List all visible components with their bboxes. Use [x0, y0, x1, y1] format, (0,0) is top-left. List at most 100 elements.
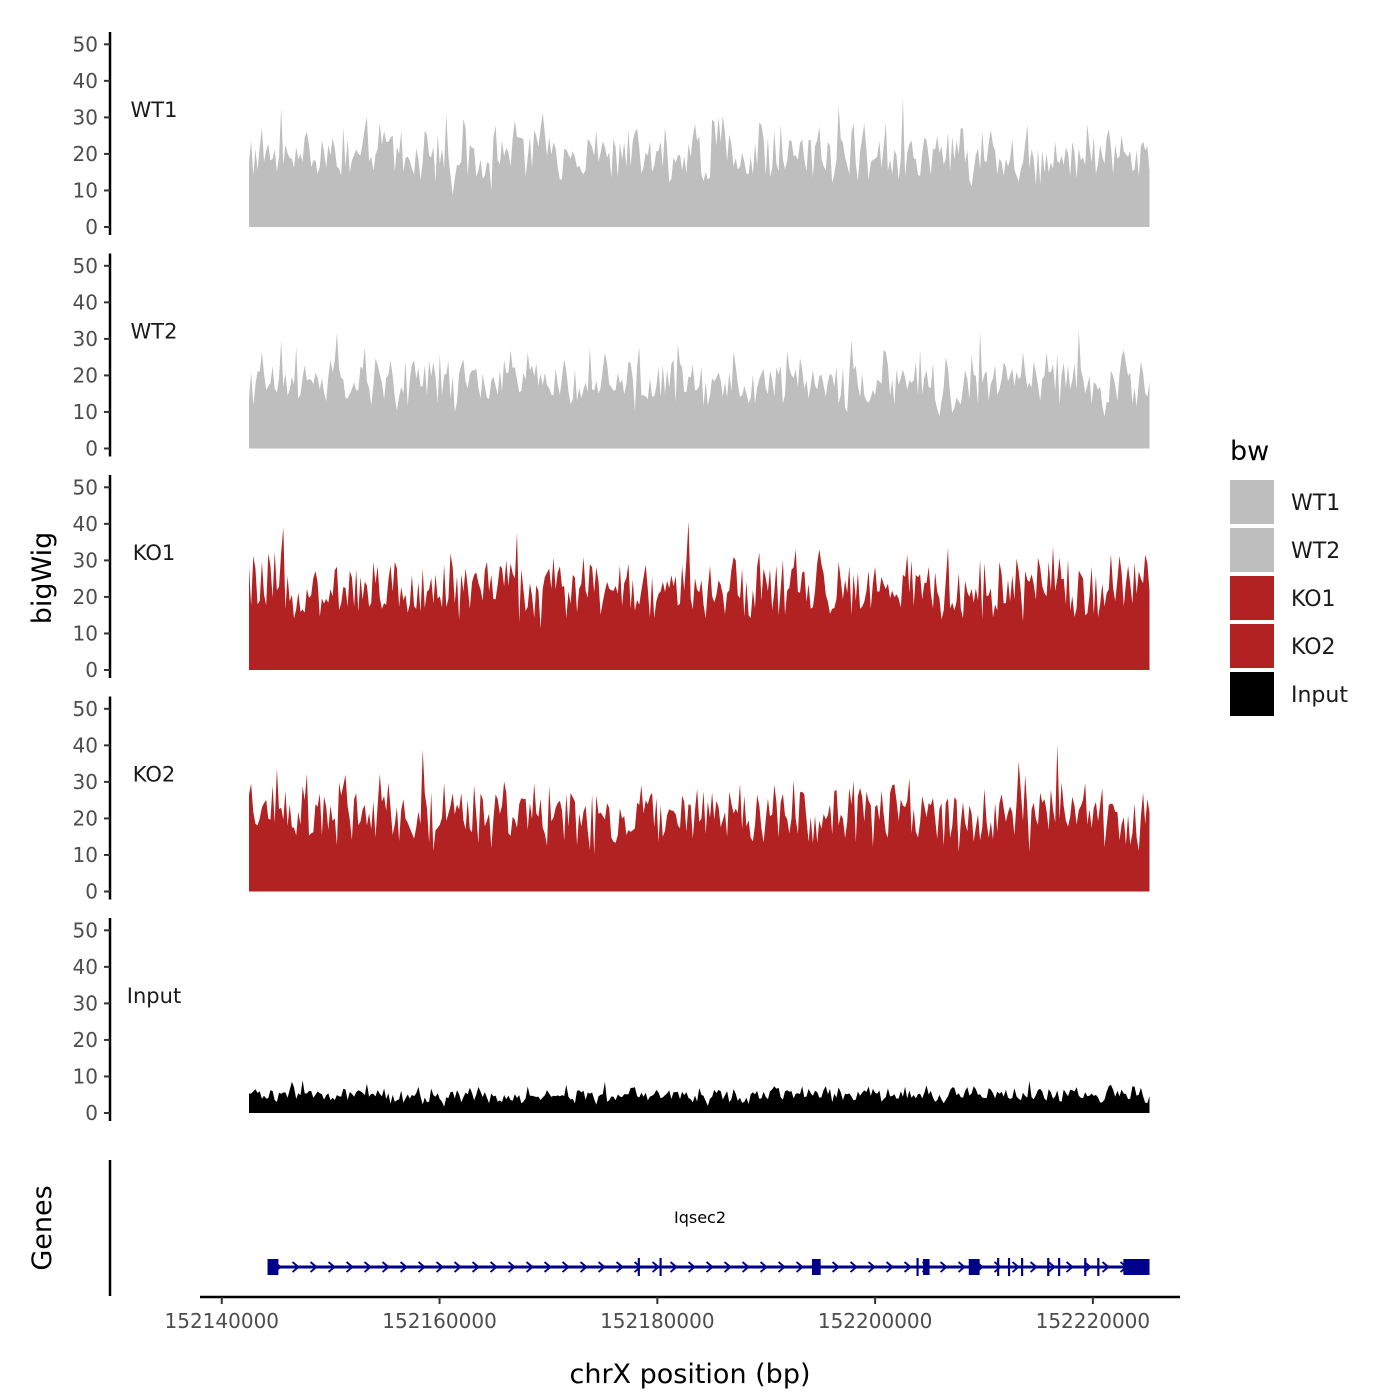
- y-tick-label: 50: [73, 475, 98, 499]
- y-tick-label: 30: [73, 548, 98, 572]
- coverage-area-wt1: [249, 98, 1150, 227]
- track-label-wt1: WT1: [131, 98, 178, 122]
- strand-arrow: [795, 1261, 804, 1273]
- legend-key-input: [1230, 672, 1274, 716]
- y-axis-title: bigWig: [27, 532, 58, 625]
- strand-arrow: [1065, 1261, 1074, 1273]
- legend-label-wt1: WT1: [1291, 491, 1340, 516]
- legend-label-ko1: KO1: [1291, 587, 1336, 612]
- gene-exon: [637, 1258, 640, 1276]
- y-tick-label: 50: [73, 918, 98, 942]
- strand-arrow: [471, 1261, 480, 1273]
- y-tick-label: 20: [73, 142, 98, 166]
- gene-exon: [1047, 1258, 1050, 1276]
- y-tick-label: 30: [73, 991, 98, 1015]
- strand-arrow: [1083, 1261, 1092, 1273]
- y-tick-label: 30: [73, 105, 98, 129]
- y-tick-label: 10: [73, 178, 98, 202]
- y-tick-label: 20: [73, 806, 98, 830]
- gene-exon: [811, 1259, 821, 1275]
- x-tick-label: 152220000: [1036, 1309, 1151, 1333]
- x-tick-label: 152160000: [382, 1309, 497, 1333]
- track-input: 0 10 20 30 40 50 Input: [73, 918, 1150, 1125]
- strand-arrow: [453, 1261, 462, 1273]
- strand-arrow: [1101, 1261, 1110, 1273]
- y-tick-label: 20: [73, 363, 98, 387]
- x-tick-label: 152180000: [600, 1309, 715, 1333]
- y-tick-label: 0: [85, 658, 98, 682]
- strand-arrow: [615, 1261, 624, 1273]
- y-tick-label: 50: [73, 32, 98, 56]
- strand-arrow: [651, 1261, 660, 1273]
- strand-arrow: [741, 1261, 750, 1273]
- strand-arrow: [723, 1261, 732, 1273]
- legend-label-input: Input: [1291, 683, 1348, 708]
- gene-exon: [1007, 1258, 1011, 1276]
- strand-arrow: [345, 1261, 354, 1273]
- strand-arrow: [759, 1261, 768, 1273]
- strand-arrow: [579, 1261, 588, 1273]
- strand-arrow: [831, 1261, 840, 1273]
- x-tick-label: 152200000: [818, 1309, 933, 1333]
- track-label-input: Input: [127, 984, 181, 1008]
- track-wt1: 0 10 20 30 40 50 WT1: [73, 32, 1150, 239]
- strand-arrow: [525, 1261, 534, 1273]
- y-tick-label: 50: [73, 697, 98, 721]
- x-axis: 152140000 152160000 152180000 152200000 1522…: [165, 1295, 1180, 1333]
- gene-exon: [968, 1259, 980, 1275]
- strand-arrow: [363, 1261, 372, 1273]
- y-tick-label: 10: [73, 621, 98, 645]
- strand-arrow: [993, 1261, 1002, 1273]
- y-tick-label: 40: [73, 512, 98, 536]
- legend-key-ko1: [1230, 576, 1274, 620]
- y-tick-label: 40: [73, 955, 98, 979]
- track-ko1: 0 10 20 30 40 50 KO1: [73, 475, 1150, 682]
- gene-track: Iqsec2: [108, 1160, 1150, 1296]
- y-tick-label: 50: [73, 254, 98, 278]
- strand-arrow: [309, 1261, 318, 1273]
- strand-arrow: [543, 1261, 552, 1273]
- y-tick-label: 30: [73, 770, 98, 794]
- y-tick-label: 20: [73, 585, 98, 609]
- legend-key-ko2: [1230, 624, 1274, 668]
- tracks-group: 0 10 20 30 40 50 WT1 0 10 20 30 40 50 WT2 0 10 20 30 40 50 K…: [73, 32, 1150, 1125]
- y-tick-label: 10: [73, 843, 98, 867]
- y-tick-label: 10: [73, 400, 98, 424]
- gene-name-label: Iqsec2: [674, 1208, 726, 1227]
- gene-exon: [1097, 1258, 1100, 1276]
- track-ko2: 0 10 20 30 40 50 KO2: [73, 696, 1150, 904]
- y-tick-label: 30: [73, 327, 98, 351]
- strand-arrow: [327, 1261, 336, 1273]
- gene-exon: [916, 1258, 919, 1276]
- legend-label-wt2: WT2: [1291, 539, 1340, 564]
- strand-arrow: [849, 1261, 858, 1273]
- track-label-wt2: WT2: [131, 320, 178, 344]
- gene-exon: [1021, 1258, 1024, 1276]
- y-tick-label: 40: [73, 69, 98, 93]
- track-label-ko1: KO1: [133, 541, 176, 565]
- strand-arrow: [597, 1261, 606, 1273]
- strand-arrow: [1011, 1261, 1020, 1273]
- y-tick-label: 10: [73, 1064, 98, 1088]
- gene-exon: [267, 1259, 279, 1275]
- strand-arrow: [291, 1261, 300, 1273]
- gene-exon: [923, 1259, 930, 1275]
- legend-key-wt2: [1230, 528, 1274, 572]
- strand-arrow: [417, 1261, 426, 1273]
- strand-arrow: [633, 1261, 642, 1273]
- gene-exon: [1123, 1259, 1150, 1275]
- legend: bw WT1 WT2 KO1 KO2 Input: [1230, 436, 1348, 716]
- strand-arrow: [489, 1261, 498, 1273]
- strand-arrow: [399, 1261, 408, 1273]
- strand-arrow: [381, 1261, 390, 1273]
- coverage-area-input: [249, 1080, 1150, 1113]
- strand-arrow: [777, 1261, 786, 1273]
- gene-exon: [1084, 1258, 1087, 1276]
- strand-arrow: [705, 1261, 714, 1273]
- strand-arrow: [903, 1261, 912, 1273]
- gene-exon: [1058, 1258, 1061, 1276]
- gene-exon: [997, 1258, 1000, 1276]
- track-label-ko2: KO2: [133, 763, 176, 787]
- y-tick-label: 40: [73, 290, 98, 314]
